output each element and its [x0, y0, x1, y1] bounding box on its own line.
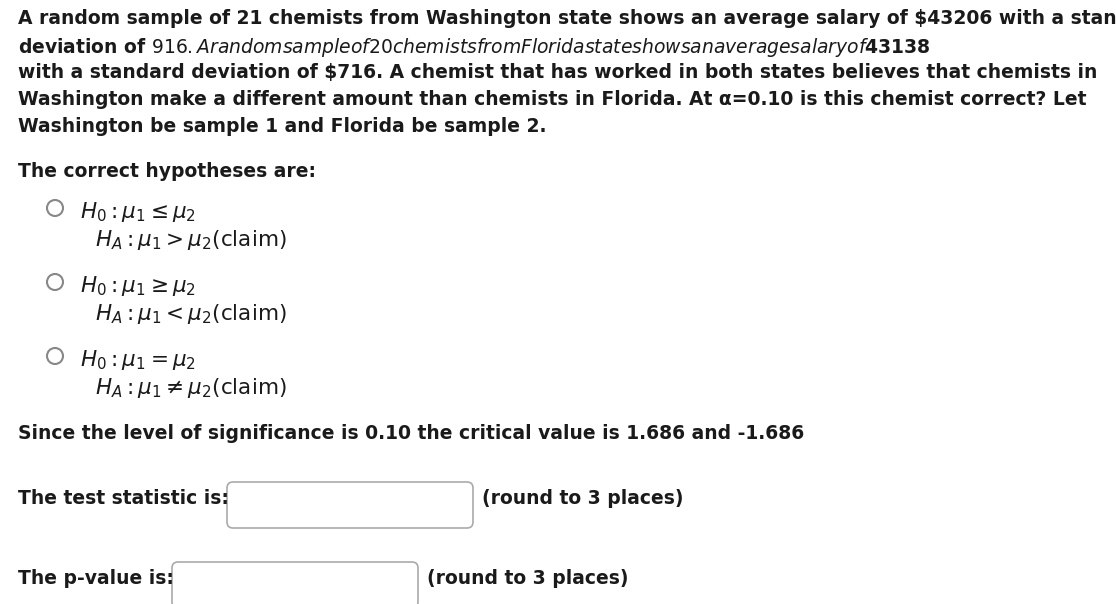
Text: Washington be sample 1 and Florida be sample 2.: Washington be sample 1 and Florida be sa…: [18, 117, 547, 136]
Text: (round to 3 places): (round to 3 places): [427, 569, 628, 588]
Text: with a standard deviation of $716. A chemist that has worked in both states beli: with a standard deviation of $716. A che…: [18, 63, 1097, 82]
FancyBboxPatch shape: [227, 482, 473, 528]
FancyBboxPatch shape: [172, 562, 418, 604]
Text: $H_0: \mu_1 = \mu_2$: $H_0: \mu_1 = \mu_2$: [80, 348, 196, 372]
Text: The test statistic is:: The test statistic is:: [18, 489, 229, 508]
Text: $H_A: \mu_1 \neq \mu_2$(claim): $H_A: \mu_1 \neq \mu_2$(claim): [95, 376, 287, 400]
Text: Since the level of significance is 0.10 the critical value is 1.686 and -1.686: Since the level of significance is 0.10 …: [18, 424, 805, 443]
Text: A random sample of 21 chemists from Washington state shows an average salary of : A random sample of 21 chemists from Wash…: [18, 9, 1116, 28]
Text: $H_0: \mu_1 \leq \mu_2$: $H_0: \mu_1 \leq \mu_2$: [80, 200, 196, 224]
Text: deviation of $916. A random sample of 20 chemists from Florida state shows an av: deviation of $916. A random sample of 20…: [18, 36, 931, 59]
Text: (round to 3 places): (round to 3 places): [482, 489, 683, 508]
Text: $H_A: \mu_1 > \mu_2$(claim): $H_A: \mu_1 > \mu_2$(claim): [95, 228, 287, 252]
Text: The p-value is:: The p-value is:: [18, 569, 174, 588]
Text: The correct hypotheses are:: The correct hypotheses are:: [18, 162, 316, 181]
Text: $H_A: \mu_1 < \mu_2$(claim): $H_A: \mu_1 < \mu_2$(claim): [95, 302, 287, 326]
Text: Washington make a different amount than chemists in Florida. At α=0.10 is this c: Washington make a different amount than …: [18, 90, 1087, 109]
Text: $H_0: \mu_1 \geq \mu_2$: $H_0: \mu_1 \geq \mu_2$: [80, 274, 196, 298]
